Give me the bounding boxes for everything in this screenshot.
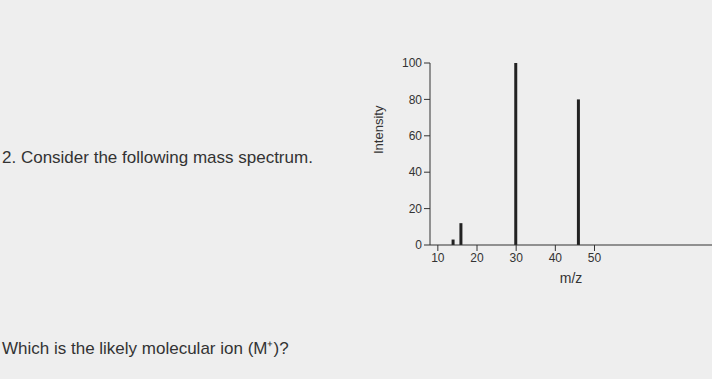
svg-text:0: 0 — [415, 238, 422, 252]
svg-text:m/z: m/z — [560, 270, 583, 286]
svg-text:20: 20 — [409, 202, 423, 216]
svg-text:100: 100 — [402, 56, 422, 70]
svg-text:50: 50 — [588, 251, 602, 265]
svg-text:80: 80 — [409, 93, 423, 107]
svg-text:40: 40 — [409, 165, 423, 179]
svg-text:30: 30 — [509, 251, 523, 265]
svg-text:10: 10 — [431, 251, 445, 265]
html-text:2. Consider the following mass: 2. Consider the following mass spectrum. — [2, 148, 313, 167]
svg-text:60: 60 — [409, 129, 423, 143]
svg-text:20: 20 — [470, 251, 484, 265]
html-text:Which is the likely molecular: Which is the likely molecular ion (M⁺)? — [2, 339, 289, 358]
svg-text:Intensity: Intensity — [371, 105, 386, 154]
svg-text:40: 40 — [549, 251, 563, 265]
